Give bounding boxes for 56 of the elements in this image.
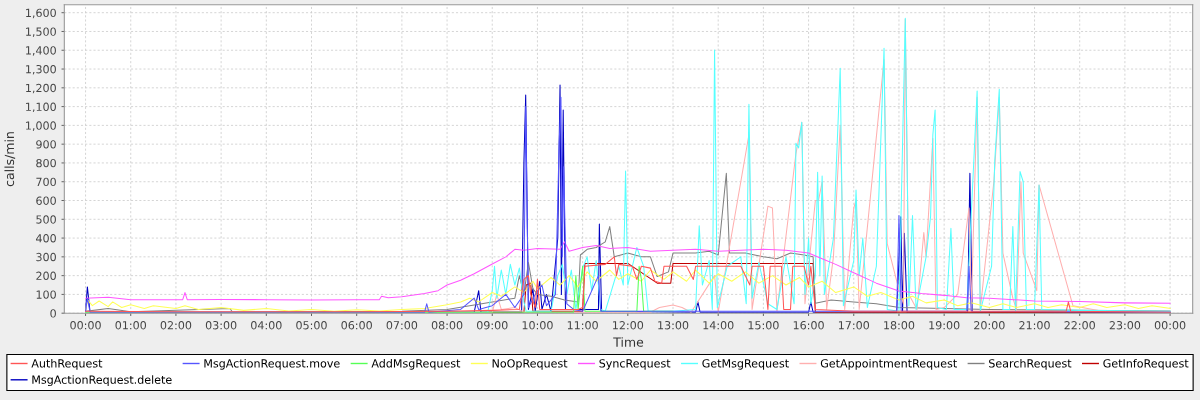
x-tick-label: 16:00 — [793, 321, 824, 330]
x-tick-label: 02:00 — [160, 321, 192, 330]
line-series — [85, 241, 1171, 304]
y-tick-label: 300 — [36, 252, 56, 262]
x-tick-label: 01:00 — [115, 321, 147, 330]
y-tick-label: 1,100 — [26, 102, 56, 113]
legend-label: SyncRequest — [599, 359, 671, 370]
x-tick-label: 21:00 — [1019, 321, 1050, 330]
x-tick-label: 09:00 — [476, 321, 508, 330]
x-tick-label: 00:00 — [70, 321, 101, 330]
x-tick-label: 22:00 — [1064, 321, 1095, 330]
x-tick-label: 17:00 — [838, 321, 870, 330]
y-tick-label: 1,300 — [26, 65, 56, 75]
x-tick-label: 13:00 — [658, 321, 689, 330]
legend-label: NoOpRequest — [492, 359, 568, 370]
x-tick-label: 20:00 — [974, 321, 1005, 330]
y-tick-label: 600 — [36, 196, 56, 205]
legend-label: GetAppointmentRequest — [820, 358, 957, 370]
x-tick-label: 06:00 — [341, 321, 372, 330]
x-tick-label: 00:00 — [1154, 321, 1186, 330]
legend-label: SearchRequest — [989, 358, 1072, 370]
x-tick-label: 12:00 — [613, 321, 644, 330]
y-tick-label: 200 — [36, 271, 56, 281]
x-tick-label: 15:00 — [748, 321, 779, 330]
y-tick-label: 1,600 — [26, 8, 56, 19]
x-tick-label: 08:00 — [431, 321, 463, 330]
legend-label: MsgActionRequest.move — [204, 358, 340, 370]
x-tick-label: 18:00 — [884, 321, 915, 330]
y-tick-label: 100 — [36, 290, 56, 299]
y-tick-label: 500 — [36, 215, 56, 224]
line-series — [85, 269, 1171, 312]
y-tick-label: 0 — [50, 309, 56, 318]
legend-label: AuthRequest — [31, 358, 103, 370]
x-tick-label: 07:00 — [386, 321, 418, 330]
y-tick-label: 900 — [36, 140, 56, 149]
y-tick-label: 400 — [36, 234, 56, 243]
y-tick-label: 800 — [36, 158, 56, 168]
x-tick-label: 11:00 — [567, 321, 598, 330]
legend-label: GetMsgRequest — [702, 359, 789, 370]
x-tick-label: 03:00 — [205, 321, 237, 330]
y-tick-label: 1,500 — [26, 27, 56, 37]
y-axis-title: calls/min — [4, 132, 16, 187]
x-tick-label: 10:00 — [522, 321, 553, 330]
y-tick-label: 1,200 — [26, 83, 56, 94]
y-tick-label: 1,400 — [26, 46, 56, 56]
x-tick-label: 04:00 — [251, 321, 282, 330]
x-axis-title: Time — [613, 337, 644, 347]
y-tick-label: 1,000 — [26, 121, 56, 131]
x-tick-label: 23:00 — [1109, 321, 1141, 330]
y-tick-label: 700 — [36, 177, 56, 187]
x-tick-label: 19:00 — [929, 321, 960, 330]
legend-label: MsgActionRequest.delete — [32, 375, 172, 386]
x-tick-label: 14:00 — [703, 321, 734, 330]
legend-label: GetInfoRequest — [1103, 358, 1189, 370]
legend-label: AddMsgRequest — [371, 358, 461, 370]
x-tick-label: 05:00 — [296, 321, 327, 330]
